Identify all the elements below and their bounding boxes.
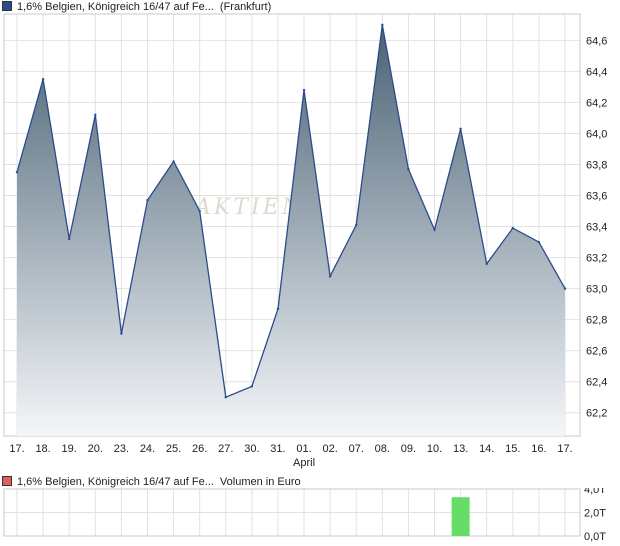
y-tick-label: 63,8 <box>586 159 607 171</box>
price-area <box>17 24 565 437</box>
price-point <box>433 228 436 231</box>
x-tick-label: 23. <box>114 443 129 455</box>
price-point <box>15 171 19 174</box>
x-tick-label: 27. <box>218 443 233 455</box>
x-tick-label: 18. <box>35 443 50 455</box>
x-tick-label: 19. <box>62 443 77 455</box>
volume-legend: 1,6% Belgien, Königreich 16/47 auf Fe...… <box>2 475 307 489</box>
y-tick-label: 64,6 <box>586 35 607 47</box>
price-point <box>563 287 567 290</box>
y-tick-label: 62,4 <box>586 377 607 389</box>
price-point <box>381 23 384 27</box>
price-point <box>146 198 149 202</box>
price-point <box>250 385 254 388</box>
price-chart: 62,2 62,4 62,6 62,8 63,0 63,2 63,4 63,6 63,8 64,0… <box>3 13 607 469</box>
x-tick-label: 01. <box>296 443 311 455</box>
price-point <box>198 209 201 213</box>
y-tick-label: 64,2 <box>586 97 607 109</box>
volume-legend-swatch <box>2 476 12 486</box>
vol-y-tick-label: 4,0T <box>584 488 606 496</box>
price-point <box>328 274 332 278</box>
x-tick-label: 13. <box>453 443 468 455</box>
price-point <box>355 223 358 227</box>
price-point <box>172 160 175 163</box>
x-tick-label: 14. <box>479 443 494 455</box>
x-tick-label: 10. <box>427 443 442 455</box>
price-line <box>16 24 566 399</box>
x-tick-label: 24. <box>140 443 155 455</box>
vol-y-tick-label: 0,0T <box>584 531 606 543</box>
x-tick-label: 15. <box>505 443 520 455</box>
x-tick-label: 16. <box>531 443 546 455</box>
y-tick-label: 63,2 <box>586 253 607 265</box>
price-point <box>459 127 462 131</box>
y-tick-label: 62,8 <box>586 315 607 327</box>
price-point <box>302 88 306 92</box>
x-sublabel: April <box>293 457 315 469</box>
y-tick-label: 63,0 <box>586 284 607 296</box>
price-legend-swatch <box>2 1 12 11</box>
price-point <box>94 113 97 117</box>
y-tick-label: 64,4 <box>586 66 607 78</box>
vol-plot-frame <box>3 488 581 537</box>
price-legend-venue: (Frankfurt) <box>219 1 272 13</box>
y-tick-label: 62,2 <box>586 408 607 420</box>
y-tick-label: 64,0 <box>586 128 607 140</box>
price-point <box>224 396 227 399</box>
x-tick-label: 08. <box>375 443 390 455</box>
volume-chart: 0,0T 2,0T 4,0T <box>3 488 606 543</box>
x-tick-label: 07. <box>349 443 364 455</box>
price-point <box>41 77 45 81</box>
x-tick-label: 30. <box>244 443 259 455</box>
price-legend-label: 1,6% Belgien, Königreich 16/47 auf Fe... <box>17 1 214 13</box>
price-point <box>407 167 410 171</box>
x-tick-label: 25. <box>166 443 181 455</box>
y-tick-label: 62,6 <box>586 346 607 358</box>
x-tick-label: 17. <box>557 443 572 455</box>
y-tick-label: 63,6 <box>586 191 607 203</box>
price-point <box>67 237 71 241</box>
x-tick-label: 31. <box>270 443 285 455</box>
volume-bar <box>451 497 470 536</box>
price-point <box>511 226 515 230</box>
price-point <box>276 307 280 310</box>
y-tick-label: 63,4 <box>586 222 607 234</box>
price-legend: 1,6% Belgien, Königreich 16/47 auf Fe...… <box>2 0 277 14</box>
x-tick-label: 17. <box>9 443 24 455</box>
vol-y-tick-label: 2,0T <box>584 508 606 520</box>
watermark-logo: AKTIEN <box>195 195 304 220</box>
x-tick-label: 09. <box>401 443 416 455</box>
x-tick-label: 26. <box>192 443 207 455</box>
price-point <box>120 332 123 335</box>
x-tick-label: 20. <box>88 443 103 455</box>
x-tick-label: 02. <box>322 443 337 455</box>
volume-legend-suffix: Volumen in Euro <box>219 476 301 488</box>
price-point <box>485 262 488 265</box>
price-point <box>537 240 541 244</box>
volume-legend-label: 1,6% Belgien, Königreich 16/47 auf Fe... <box>17 476 214 488</box>
